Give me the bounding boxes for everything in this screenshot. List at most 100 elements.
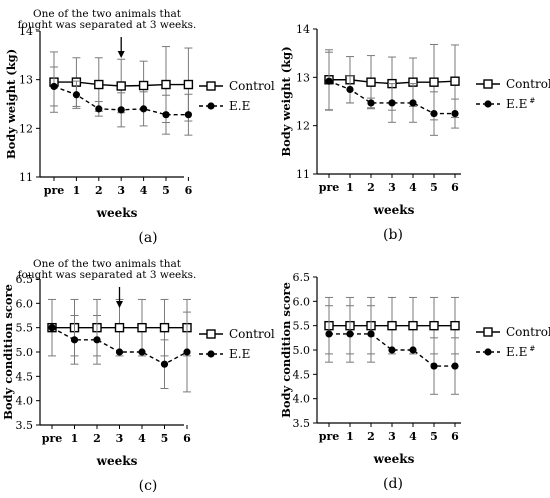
data-point-control [138, 80, 149, 91]
x-axis-label: weeks [96, 454, 138, 468]
chart-d: 3.5 4.0 4.5 5.0 5.5 6.0 6.5 pre 1 2 3 4 5 6 weeks Body … [279, 271, 550, 492]
data-point-ee [184, 111, 192, 119]
data-point-ee [93, 336, 101, 344]
x-tick-label: pre [319, 430, 340, 443]
y-tick-label: 14 [19, 25, 33, 38]
x-tick-label: pre [44, 184, 65, 197]
panel-letter: (b) [383, 227, 403, 243]
panel-a: 11 12 13 14 pre 1 2 3 4 5 6 weeks Body weight (kg) Co… [0, 0, 275, 249]
data-point-control [116, 81, 126, 91]
data-point-ee [367, 330, 375, 338]
data-point-ee [160, 360, 169, 368]
annotation-text: fought was separated at 3 weeks. [18, 19, 197, 31]
legend-label: E.E [229, 99, 250, 113]
annotation-text: One of the two animals that [33, 8, 182, 20]
arrow-head [116, 301, 123, 308]
data-point-control [183, 79, 194, 90]
x-tick-label: 5 [430, 181, 438, 194]
panel-letter: (d) [383, 476, 403, 492]
data-point-ee [430, 109, 438, 118]
x-tick-label: 1 [71, 432, 79, 445]
legend-label: E.E [229, 347, 250, 361]
data-point-control [137, 322, 147, 333]
legend-marker-control [206, 81, 216, 91]
arrow-head [117, 51, 125, 58]
legend-label: Control [229, 327, 275, 341]
x-tick-label: 6 [451, 181, 459, 194]
y-tick-label: 6.5 [293, 271, 311, 284]
data-point-ee [50, 82, 58, 91]
data-point-ee [451, 109, 459, 118]
data-point-ee [325, 330, 333, 338]
data-point-control [429, 77, 439, 87]
data-point-control [114, 322, 125, 333]
data-point-ee [72, 91, 80, 99]
y-tick-label: 4.0 [293, 393, 311, 406]
x-tick-label: 1 [73, 184, 81, 197]
panel-c: 3.5 4.0 4.5 5.0 5.5 6.0 6.5 pre 1 2 3 4 5 6 weeks Body … [0, 249, 275, 498]
data-point-control [159, 322, 170, 333]
x-tick-label: 5 [162, 184, 170, 197]
y-tick-label: 4.0 [16, 395, 34, 408]
x-tick-label: 6 [183, 432, 191, 445]
y-tick-label: 13 [296, 71, 310, 84]
y-tick-label: 6.0 [16, 297, 34, 310]
y-axis-label: Body condition score [1, 284, 15, 420]
data-point-control [450, 76, 460, 86]
y-tick-label: 3.5 [293, 417, 311, 430]
legend-label: Control [506, 77, 550, 91]
x-tick-label: 2 [93, 432, 101, 445]
x-tick-label: 2 [367, 181, 375, 194]
data-point-ee [451, 362, 459, 370]
x-tick-label: 3 [116, 432, 124, 445]
y-tick-label: 14 [296, 23, 310, 36]
data-point-ee [48, 324, 56, 332]
legend-marker-ee [484, 348, 492, 356]
y-tick-label: 12 [296, 120, 310, 133]
x-tick-label: 2 [367, 430, 375, 443]
legend-marker-ee [207, 350, 215, 358]
data-point-ee [140, 105, 148, 113]
data-point-ee [346, 85, 354, 94]
legend-marker-ee [484, 100, 492, 108]
data-point-control [94, 79, 104, 90]
y-tick-label: 4.5 [293, 368, 311, 381]
y-axis-label: Body weight (kg) [4, 49, 18, 159]
x-tick-label: 4 [409, 430, 417, 443]
legend-label: Control [506, 325, 550, 339]
annotation-text: One of the two animals that [33, 258, 182, 270]
x-tick-label: 6 [451, 430, 459, 443]
data-point-ee [95, 105, 103, 113]
x-tick-label: 5 [430, 430, 438, 443]
legend-label: E.E # [506, 345, 535, 359]
y-tick-label: 5.5 [293, 320, 311, 333]
data-point-ee [162, 111, 170, 119]
legend-marker-control [483, 79, 493, 89]
y-axis-label: Body weight (kg) [279, 46, 293, 156]
x-tick-label: 4 [140, 184, 148, 197]
data-point-ee [409, 346, 417, 354]
x-tick-label: 3 [388, 430, 396, 443]
x-tick-label: 4 [409, 181, 417, 194]
x-tick-label: pre [42, 432, 63, 445]
x-tick-label: 3 [388, 181, 396, 194]
y-tick-label: 5.0 [293, 344, 311, 357]
y-tick-label: 4.5 [16, 370, 34, 383]
x-tick-label: 5 [161, 432, 169, 445]
data-point-control [408, 320, 418, 331]
data-point-ee [138, 348, 146, 356]
panel-letter: (c) [139, 478, 158, 494]
panel-b: 11 12 13 14 pre 1 2 3 4 5 6 weeks Body weight (kg) Co… [275, 0, 550, 249]
y-tick-label: 6.5 [16, 273, 34, 286]
x-tick-label: 6 [185, 184, 193, 197]
data-point-control [429, 320, 439, 331]
y-tick-label: 3.5 [16, 419, 34, 432]
x-axis-label: weeks [373, 203, 415, 217]
data-point-control [161, 79, 171, 90]
y-tick-label: 11 [296, 168, 310, 181]
y-tick-label: 5.0 [16, 346, 34, 359]
data-point-ee [388, 346, 396, 354]
